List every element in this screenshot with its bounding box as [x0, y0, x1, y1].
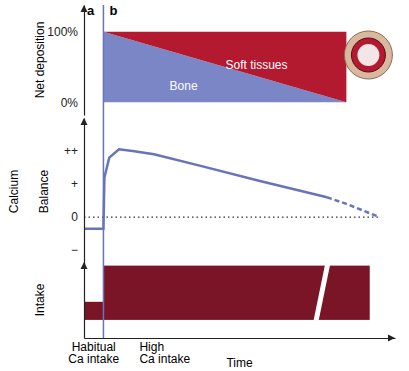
y-tick-label: +: [71, 177, 78, 191]
y-tick-label: 0: [71, 210, 78, 224]
artery-icon: [344, 31, 392, 79]
axis-arrow: [81, 118, 88, 125]
marks: [84, 264, 370, 322]
y-axis: [84, 263, 85, 339]
axis-arrow: [81, 5, 88, 12]
y-axis-line: [84, 119, 85, 266]
line-1: [327, 197, 379, 217]
line-2: [84, 217, 379, 218]
y-axis-line: [84, 6, 85, 116]
x-axis-title: Time: [226, 356, 253, 370]
y-tick: 0: [71, 210, 84, 224]
y-axis-title: Balance: [37, 169, 51, 213]
y-axis-title: Intake: [33, 283, 47, 316]
area-1: [103, 32, 346, 103]
bar: [103, 266, 369, 320]
y-tick-label: 0%: [61, 96, 79, 110]
y-tick-label: 100%: [47, 25, 78, 39]
y-tick: +: [71, 177, 84, 191]
area-0: [103, 32, 346, 103]
switch-line: [103, 5, 105, 338]
panel-2: HabitualCa intake HighCa intake Time Intake: [33, 262, 395, 370]
y-tick-label: ++: [64, 144, 78, 158]
y-axis: 0% 100%: [47, 6, 84, 116]
marks: [84, 149, 379, 228]
x-axis-line: [85, 338, 396, 339]
bar: [84, 302, 103, 320]
y-tick: ++: [64, 144, 84, 158]
y-tick: 100%: [47, 25, 84, 39]
y-tick: 0%: [61, 96, 84, 110]
axis-arrow: [81, 262, 88, 269]
panel-1: −0+++CalciumBalance: [7, 118, 379, 266]
category-label: HabitualCa intake: [68, 340, 119, 366]
panel-0: Bone Soft tissues a 0% 100%Net deposition: [33, 3, 392, 116]
marks: [103, 32, 346, 103]
series-label: Soft tissues: [225, 58, 287, 72]
y-axis-line: [84, 263, 85, 339]
y-tick-label: −: [71, 243, 78, 257]
series-label: Bone: [170, 79, 198, 93]
figure: Bone Soft tissues a 0% 100%Net deposition − 0 +…: [0, 0, 409, 371]
y-axis-title: Calcium: [7, 170, 21, 213]
panel-letter: a: [87, 3, 95, 18]
panel-letter: b: [109, 3, 117, 18]
axis-arrow: [388, 335, 395, 342]
axis-break: [316, 264, 328, 322]
y-axis: −0+++: [64, 119, 85, 266]
y-tick: −: [71, 243, 84, 257]
category-label: HighCa intake: [139, 340, 190, 366]
x-axis: [85, 338, 396, 339]
y-axis-title: Net deposition: [33, 22, 47, 99]
